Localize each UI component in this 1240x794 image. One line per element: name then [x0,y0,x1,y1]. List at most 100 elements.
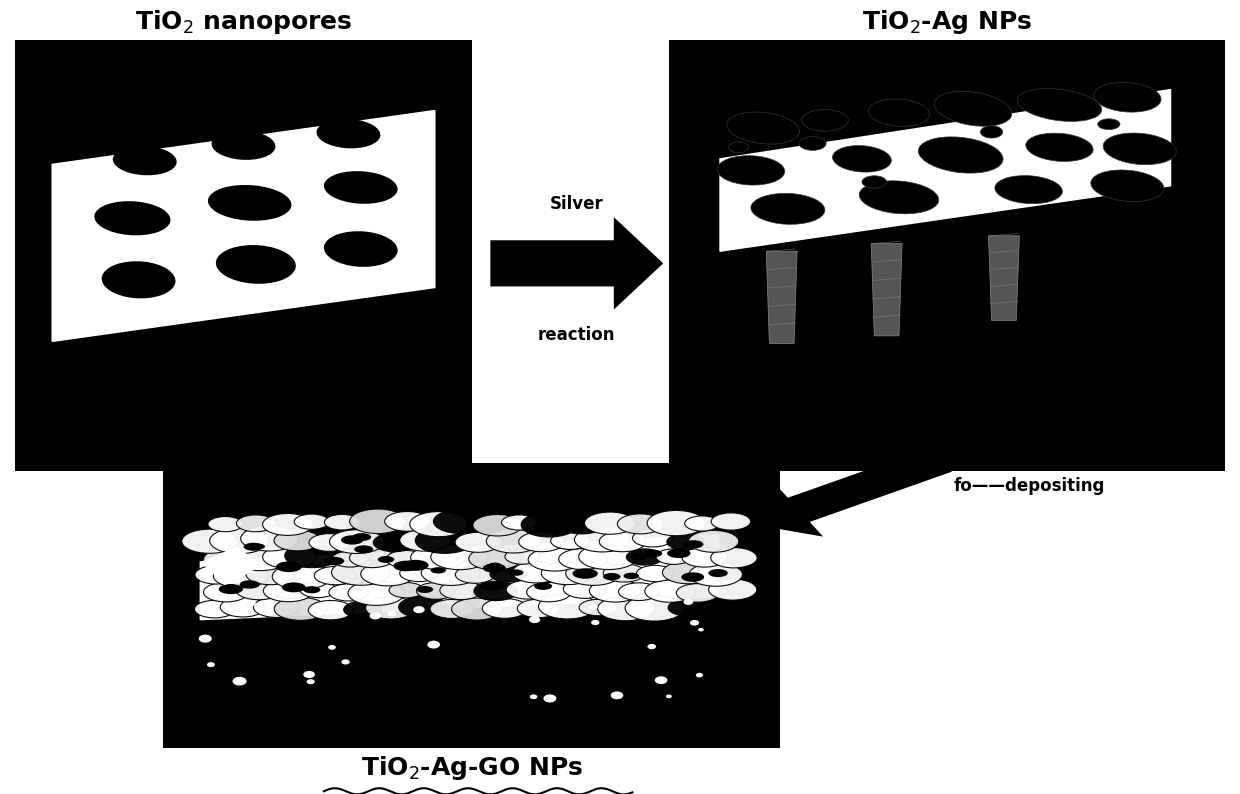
Ellipse shape [482,563,506,572]
Ellipse shape [1091,170,1164,202]
Ellipse shape [263,580,314,602]
Ellipse shape [538,594,596,619]
Ellipse shape [314,566,356,584]
Ellipse shape [859,181,939,214]
Ellipse shape [656,549,692,565]
Ellipse shape [434,510,489,534]
Text: TiO$_2$-Ag NPs: TiO$_2$-Ag NPs [862,8,1032,37]
Polygon shape [490,218,663,310]
Ellipse shape [727,112,800,144]
Polygon shape [201,546,262,585]
Ellipse shape [94,201,170,235]
Circle shape [529,695,537,700]
Ellipse shape [210,528,269,553]
Circle shape [198,634,212,642]
Circle shape [387,611,396,616]
Circle shape [591,620,599,625]
Ellipse shape [350,548,394,568]
Text: mirror: mirror [547,252,606,271]
Circle shape [246,600,255,607]
Ellipse shape [676,584,719,602]
Ellipse shape [668,599,706,616]
Ellipse shape [113,146,176,175]
Circle shape [207,662,215,667]
Ellipse shape [232,545,289,571]
Ellipse shape [1094,83,1161,112]
Ellipse shape [303,586,320,593]
Ellipse shape [455,566,495,584]
Ellipse shape [399,565,438,582]
Ellipse shape [604,564,645,582]
Polygon shape [720,90,1171,251]
Ellipse shape [324,557,345,565]
Ellipse shape [330,530,384,553]
Ellipse shape [389,583,424,598]
Ellipse shape [512,561,560,583]
Ellipse shape [472,515,522,536]
Ellipse shape [216,245,296,283]
Ellipse shape [684,516,719,531]
Circle shape [655,676,667,684]
Polygon shape [201,535,719,619]
Ellipse shape [542,561,594,584]
Ellipse shape [246,564,295,584]
Ellipse shape [455,532,501,553]
Circle shape [304,671,315,678]
Ellipse shape [801,110,848,131]
Ellipse shape [409,511,467,537]
Ellipse shape [683,540,703,549]
Ellipse shape [589,580,641,602]
Ellipse shape [373,534,415,552]
Ellipse shape [343,601,383,618]
Ellipse shape [329,584,368,601]
Ellipse shape [203,549,253,570]
Ellipse shape [366,597,415,619]
Circle shape [413,606,424,613]
Ellipse shape [386,550,425,568]
Ellipse shape [579,599,616,615]
Polygon shape [872,244,901,336]
Ellipse shape [729,142,749,152]
Ellipse shape [1017,89,1101,121]
Text: TiO$_2$ nanopores: TiO$_2$ nanopores [135,8,352,37]
Polygon shape [766,251,797,344]
Ellipse shape [277,561,301,572]
Ellipse shape [712,513,750,530]
Ellipse shape [618,514,663,534]
Ellipse shape [208,517,243,532]
Ellipse shape [696,597,744,619]
Ellipse shape [579,544,637,569]
Ellipse shape [521,512,578,537]
Ellipse shape [285,544,340,568]
Circle shape [589,604,598,610]
Ellipse shape [480,580,505,591]
Ellipse shape [505,549,541,565]
Ellipse shape [393,561,419,572]
Ellipse shape [348,580,404,605]
Circle shape [666,695,672,698]
Ellipse shape [102,261,176,299]
Ellipse shape [398,596,449,618]
FancyBboxPatch shape [15,40,472,471]
Circle shape [341,659,350,665]
Ellipse shape [309,600,352,620]
Ellipse shape [294,514,329,530]
Ellipse shape [711,548,758,568]
Ellipse shape [565,561,621,585]
Ellipse shape [1097,119,1120,129]
Ellipse shape [274,530,321,551]
Ellipse shape [574,527,630,552]
Circle shape [529,616,541,623]
Ellipse shape [203,582,248,602]
Circle shape [428,641,440,649]
Ellipse shape [717,156,785,185]
Text: fo——depositing: fo——depositing [954,476,1105,495]
Ellipse shape [378,556,394,563]
Ellipse shape [352,533,371,541]
Ellipse shape [243,543,263,551]
Ellipse shape [708,579,756,600]
Ellipse shape [688,530,739,553]
Ellipse shape [667,534,704,550]
Ellipse shape [919,137,1003,173]
Ellipse shape [517,599,559,618]
